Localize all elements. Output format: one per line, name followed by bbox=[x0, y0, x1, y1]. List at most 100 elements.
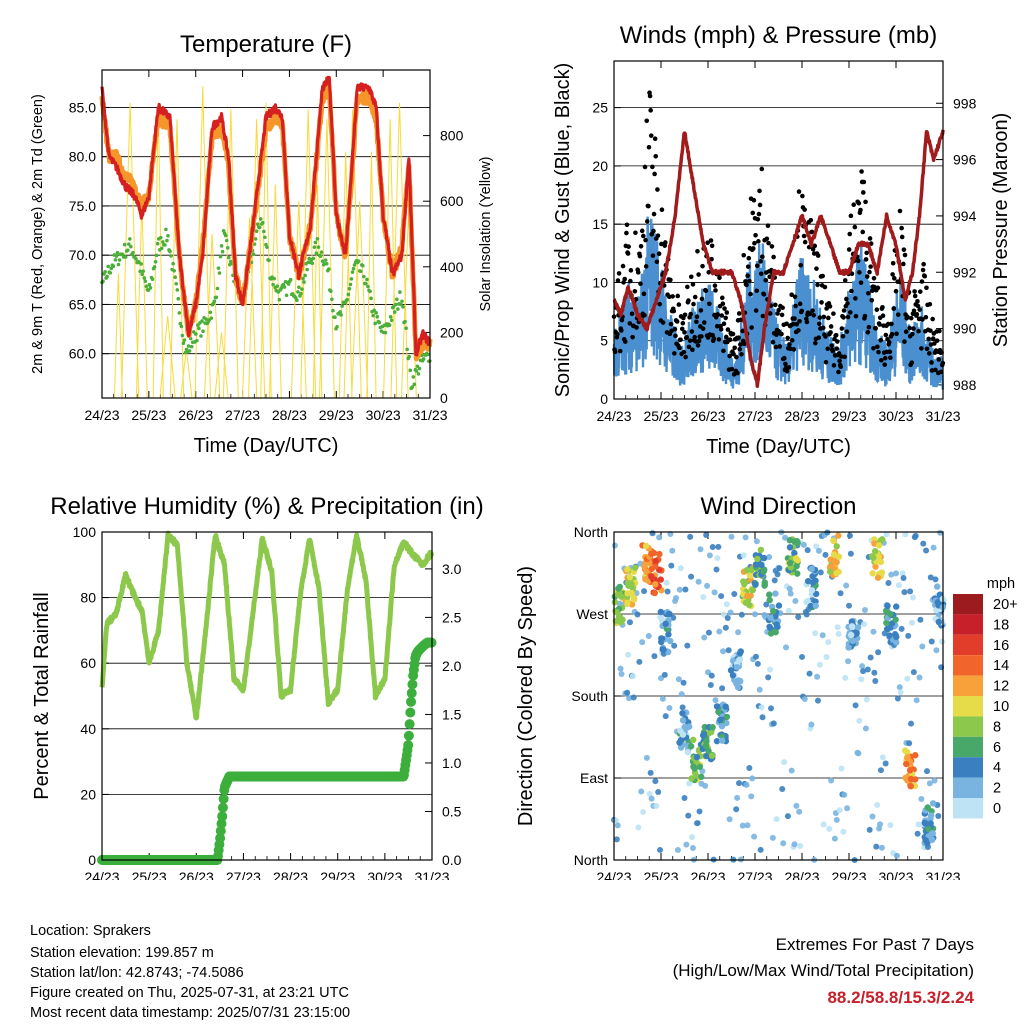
dewpoint-point bbox=[141, 269, 146, 273]
direction-point bbox=[656, 534, 663, 541]
dewpoint-point bbox=[223, 233, 228, 238]
direction-point bbox=[786, 537, 794, 544]
gust-point bbox=[646, 203, 651, 209]
gust-point bbox=[811, 312, 816, 318]
direction-point bbox=[858, 676, 865, 683]
direction-point bbox=[772, 590, 779, 597]
direction-point bbox=[701, 634, 708, 641]
direction-point bbox=[666, 610, 673, 618]
x-tick-label: 27/23 bbox=[225, 407, 260, 423]
direction-point bbox=[716, 628, 723, 635]
legend-swatch bbox=[953, 696, 983, 717]
gust-point bbox=[904, 314, 910, 319]
extremes-heading: Extremes For Past 7 Days bbox=[775, 935, 974, 954]
dewpoint-point bbox=[265, 245, 269, 249]
direction-point bbox=[617, 665, 624, 672]
gust-point bbox=[776, 307, 781, 313]
dewpoint-point bbox=[400, 299, 404, 304]
gust-point bbox=[841, 315, 846, 320]
dewpoint-point bbox=[296, 290, 300, 294]
dewpoint-point bbox=[303, 273, 307, 278]
direction-point bbox=[888, 571, 895, 578]
gust-point bbox=[685, 284, 690, 290]
gust-point bbox=[920, 317, 925, 322]
direction-point bbox=[797, 843, 804, 850]
direction-point bbox=[724, 615, 731, 622]
direction-point bbox=[796, 808, 803, 815]
y-axis-label: Sonic/Prop Wind & Gust (Blue, Black) bbox=[552, 63, 574, 398]
direction-point bbox=[752, 611, 758, 618]
direction-point bbox=[753, 538, 760, 545]
direction-point bbox=[835, 532, 842, 539]
gust-point bbox=[694, 319, 699, 325]
gust-point bbox=[930, 336, 936, 341]
direction-point bbox=[807, 602, 814, 610]
gust-point bbox=[792, 294, 798, 300]
direction-point bbox=[700, 593, 707, 600]
gust-point bbox=[701, 320, 707, 325]
direction-point bbox=[830, 551, 838, 558]
dewpoint-point bbox=[362, 274, 366, 279]
gust-point bbox=[703, 288, 709, 294]
y-tick-label: 40 bbox=[80, 721, 96, 737]
y2-tick-label: 992 bbox=[953, 264, 977, 280]
direction-point bbox=[780, 840, 787, 847]
gust-point bbox=[721, 348, 726, 354]
y-tick-label: 80 bbox=[80, 590, 96, 606]
dewpoint-point bbox=[297, 285, 301, 290]
gust-point bbox=[914, 311, 920, 317]
gust-point bbox=[625, 251, 631, 256]
gust-point bbox=[725, 327, 731, 332]
direction-point bbox=[746, 765, 753, 772]
direction-point bbox=[875, 542, 883, 549]
gust-point bbox=[736, 311, 742, 316]
direction-point bbox=[650, 549, 658, 557]
gust-point bbox=[902, 252, 908, 258]
gust-point bbox=[732, 345, 737, 351]
y2-tick-label: 0.5 bbox=[442, 803, 462, 819]
direction-point bbox=[702, 742, 710, 750]
pressure-series bbox=[612, 129, 945, 389]
direction-point bbox=[823, 653, 830, 660]
direction-point bbox=[855, 750, 862, 757]
direction-point bbox=[689, 834, 696, 841]
dewpoint-point bbox=[179, 324, 184, 329]
solar-spike bbox=[366, 151, 377, 399]
direction-point bbox=[746, 601, 753, 609]
direction-point bbox=[760, 568, 767, 575]
y2-tick-label: 2.5 bbox=[442, 609, 462, 625]
x-tick-label: 30/23 bbox=[878, 869, 913, 880]
figure-created: Figure created on Thu, 2025-07-31, at 23… bbox=[30, 985, 349, 1001]
gust-point bbox=[700, 326, 706, 331]
dewpoint-point bbox=[311, 256, 316, 261]
gust-point bbox=[902, 339, 907, 344]
y-tick-label: 25 bbox=[592, 100, 608, 116]
direction-point bbox=[806, 670, 813, 677]
direction-point bbox=[838, 765, 845, 772]
gust-point bbox=[648, 133, 654, 138]
gust-point bbox=[739, 352, 744, 357]
gust-point bbox=[629, 311, 635, 317]
dewpoint-point bbox=[255, 222, 260, 226]
gust-point bbox=[845, 301, 850, 306]
direction-point bbox=[740, 552, 747, 559]
gust-point bbox=[873, 326, 878, 331]
y-tick-label: 20 bbox=[592, 158, 608, 174]
direction-point bbox=[776, 565, 783, 572]
direction-point bbox=[895, 582, 902, 589]
legend-label: 12 bbox=[993, 679, 1009, 695]
y-axis-label: Percent & Total Rainfall bbox=[31, 592, 53, 800]
gust-point bbox=[747, 278, 752, 284]
direction-point bbox=[833, 543, 840, 550]
gust-point bbox=[727, 353, 732, 359]
direction-point bbox=[808, 587, 816, 594]
y-tick-label: 0 bbox=[88, 852, 96, 868]
gust-point bbox=[895, 312, 901, 317]
direction-point bbox=[736, 780, 743, 787]
y-tick-label: South bbox=[571, 688, 608, 704]
direction-point bbox=[754, 660, 761, 667]
dewpoint-point bbox=[144, 284, 149, 289]
gust-point bbox=[699, 296, 705, 302]
gust-point bbox=[715, 312, 721, 317]
gust-point bbox=[744, 282, 749, 288]
